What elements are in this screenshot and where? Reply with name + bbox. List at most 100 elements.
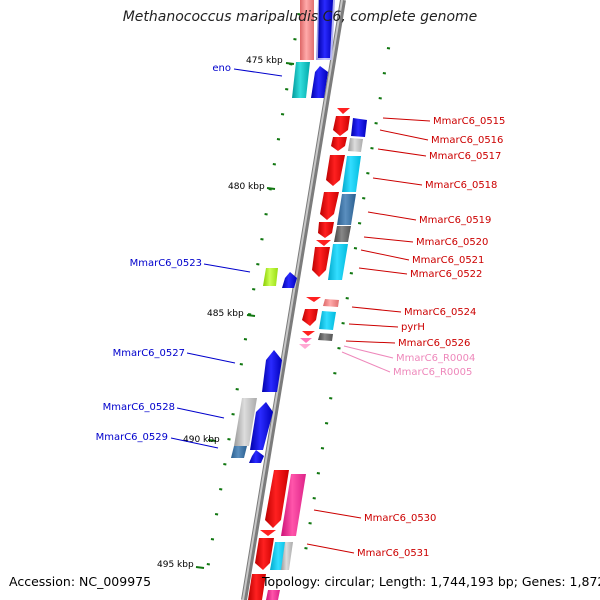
gene-0530-pink xyxy=(281,474,306,536)
label-0517: MmarC6_0517 xyxy=(429,151,501,162)
label-0526: MmarC6_0526 xyxy=(398,338,470,349)
label-0528: MmarC6_0528 xyxy=(103,402,175,413)
scale-dot xyxy=(227,438,231,441)
label-r0004: MmarC6_R0004 xyxy=(396,353,475,364)
gene-0529 xyxy=(249,450,264,463)
kbp-tick-480 xyxy=(266,187,276,190)
label-0529: MmarC6_0529 xyxy=(96,432,168,443)
label-0524: MmarC6_0524 xyxy=(404,307,476,318)
scale-dot xyxy=(293,38,297,41)
gene-0526-dark xyxy=(318,333,333,341)
label-0520: MmarC6_0520 xyxy=(416,237,488,248)
topology-label: Topology: circular; Length: 1,744,193 bp… xyxy=(262,574,600,589)
kbp-tick-475 xyxy=(285,62,295,65)
rna-r0004 xyxy=(300,338,312,343)
scale-dot xyxy=(320,447,325,450)
leader-0515 xyxy=(382,117,431,122)
leader-0529 xyxy=(170,437,219,449)
label-leader-lines xyxy=(170,68,431,554)
kbp-labels: 475 kbp 480 kbp 485 kbp 490 kbp 495 kbp xyxy=(157,56,283,570)
scale-dot xyxy=(357,222,362,225)
kbp-label-495: 495 kbp xyxy=(157,560,194,570)
scale-dot xyxy=(337,347,341,350)
leader-pyrh xyxy=(348,323,399,328)
label-0522: MmarC6_0522 xyxy=(410,269,482,280)
gene-0519 xyxy=(320,192,339,220)
label-r0005: MmarC6_R0005 xyxy=(393,367,472,378)
scale-dot xyxy=(243,338,248,341)
plus-strand-genes xyxy=(231,0,335,463)
kbp-tick-495 xyxy=(195,566,205,569)
scale-dot xyxy=(206,563,211,566)
gene-0531 xyxy=(260,530,276,536)
label-eno: eno xyxy=(212,63,231,74)
label-0527: MmarC6_0527 xyxy=(113,348,185,359)
scale-dot xyxy=(252,288,256,291)
kbp-label-485: 485 kbp xyxy=(207,309,244,319)
gene-0531-gray xyxy=(281,542,293,570)
scale-dot xyxy=(304,547,308,550)
gene-0521 xyxy=(316,240,331,246)
scale-dot xyxy=(219,488,223,491)
leader-eno xyxy=(233,68,283,77)
gene-0530 xyxy=(265,470,289,528)
gene-0524-salmon xyxy=(323,299,339,307)
label-0523: MmarC6_0523 xyxy=(130,258,202,269)
genome-backbone xyxy=(241,0,346,600)
gene-0528 xyxy=(250,402,273,450)
label-0521: MmarC6_0521 xyxy=(412,255,484,266)
scale-dot xyxy=(333,372,337,375)
scale-tick-dots xyxy=(206,13,391,566)
scale-dot xyxy=(366,172,370,175)
gene-0520 xyxy=(318,222,334,238)
gene-0522 xyxy=(312,247,330,277)
genome-title: Methanococcus maripaludis C6, complete g… xyxy=(122,9,478,25)
plus-gene-labels: eno MmarC6_0523 MmarC6_0527 MmarC6_0528 … xyxy=(96,63,231,443)
gene-bottom-pink xyxy=(266,590,280,600)
scale-dot xyxy=(276,138,281,141)
gene-0522-cyan xyxy=(328,244,348,280)
leader-0518 xyxy=(372,177,423,186)
kbp-tick-485 xyxy=(246,314,256,317)
scale-dot xyxy=(272,163,277,166)
gene-0518 xyxy=(326,155,345,186)
scale-dot xyxy=(374,122,378,125)
leader-0521 xyxy=(360,249,410,261)
gene-0531-main xyxy=(255,538,274,570)
leader-r0004 xyxy=(343,345,394,359)
scale-dot xyxy=(308,522,312,525)
scale-dot xyxy=(235,388,239,391)
label-0519: MmarC6_0519 xyxy=(419,215,491,226)
gene-0515 xyxy=(333,116,350,136)
gene-pyrh-cyan xyxy=(319,311,336,330)
scale-dot xyxy=(316,472,321,475)
scale-dot xyxy=(341,322,345,325)
scale-dot xyxy=(231,413,235,416)
minus-strand-genes xyxy=(248,108,367,600)
gene-0516 xyxy=(331,137,347,151)
scale-dot xyxy=(264,213,268,216)
scale-dot xyxy=(378,97,382,100)
leader-0517 xyxy=(377,148,427,157)
scale-dot xyxy=(256,263,260,266)
gene-0515-tip xyxy=(337,108,350,114)
label-0515: MmarC6_0515 xyxy=(433,116,505,127)
scale-dot xyxy=(386,47,391,50)
scale-dot xyxy=(329,397,333,400)
leader-0516 xyxy=(379,129,429,141)
label-0516: MmarC6_0516 xyxy=(431,135,503,146)
rna-r0005 xyxy=(299,344,311,349)
gene-top-salmon xyxy=(300,0,314,60)
scale-dot xyxy=(210,538,215,541)
leader-0530 xyxy=(313,509,362,519)
label-0518: MmarC6_0518 xyxy=(425,180,497,191)
label-0530: MmarC6_0530 xyxy=(364,513,436,524)
kbp-ticks xyxy=(195,62,295,569)
gene-0524 xyxy=(306,297,321,302)
scale-dot xyxy=(223,463,227,466)
scale-dot xyxy=(260,238,264,241)
gene-top-blue xyxy=(318,0,333,58)
label-pyrh: pyrH xyxy=(401,322,425,333)
accession-label: Accession: NC_009975 xyxy=(9,574,152,589)
